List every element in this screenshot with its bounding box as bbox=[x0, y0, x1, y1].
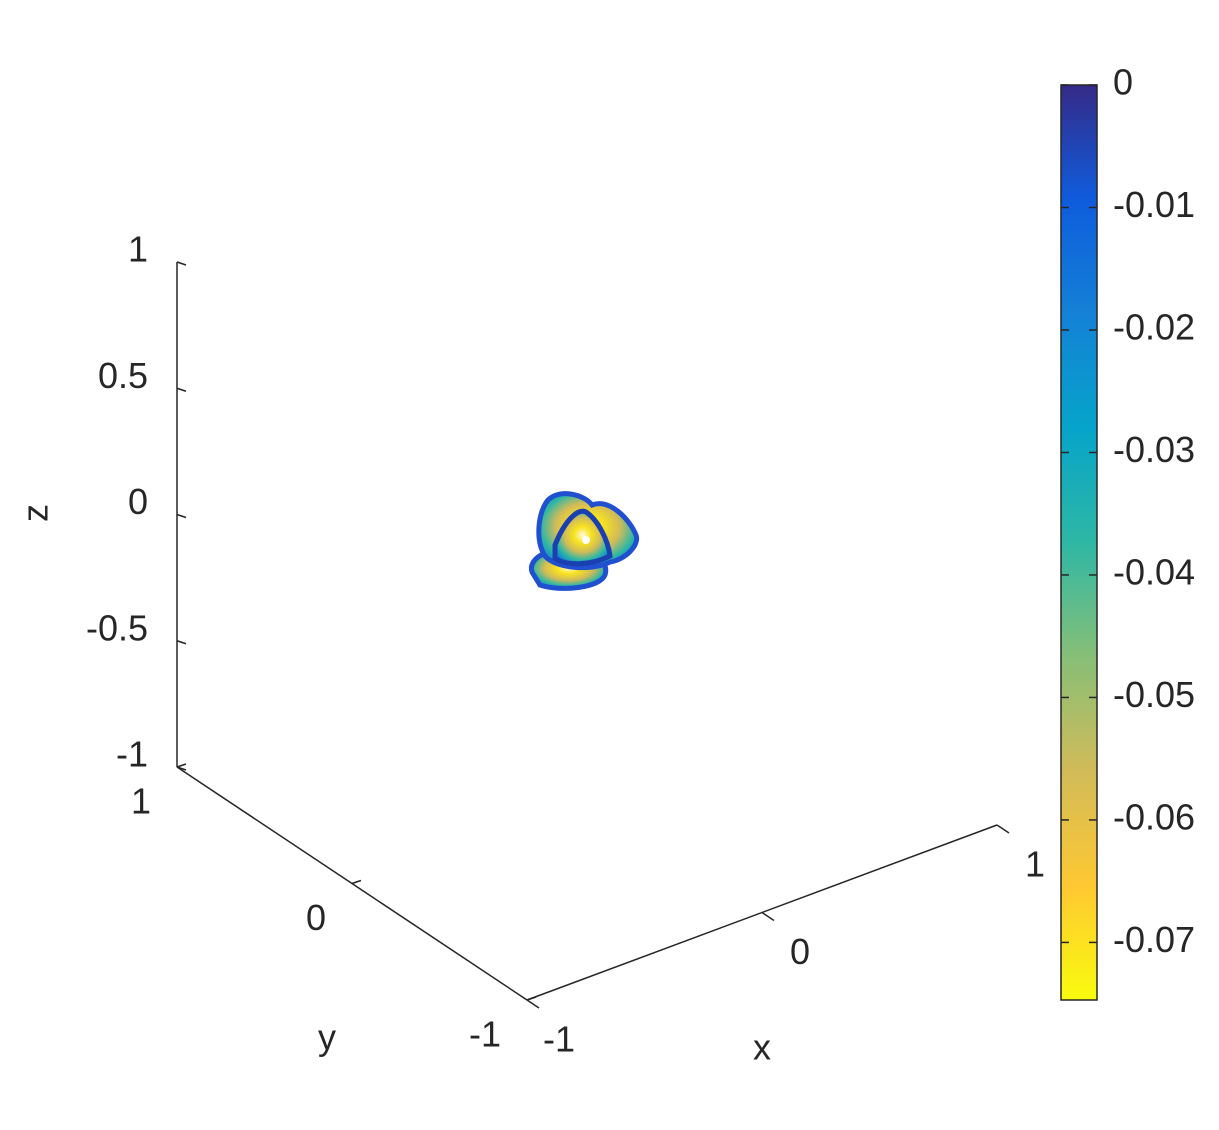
y-tick bbox=[176, 763, 187, 768]
z-tick-label: 1 bbox=[128, 229, 148, 270]
colorbar-tick-label: -0.07 bbox=[1113, 919, 1195, 960]
colorbar-tick-label: -0.01 bbox=[1113, 184, 1195, 225]
y-tick-label: 0 bbox=[306, 897, 326, 938]
z-tick bbox=[176, 261, 187, 266]
colorbar-tick-label: -0.04 bbox=[1113, 551, 1195, 592]
colorbar-tick-label: -0.02 bbox=[1113, 306, 1195, 347]
z-tick-label: -1 bbox=[116, 734, 148, 775]
x-tick-label: 0 bbox=[790, 931, 810, 972]
x-tick-label: -1 bbox=[543, 1019, 575, 1060]
colorbar-tick-label: 0 bbox=[1113, 62, 1133, 103]
y-tick bbox=[351, 879, 362, 885]
z-axis-label: z bbox=[15, 504, 56, 522]
z-tick-label: 0 bbox=[128, 481, 148, 522]
y-tick bbox=[526, 996, 537, 1001]
colorbar bbox=[1060, 84, 1098, 1001]
colorbar-tick-label: -0.05 bbox=[1113, 674, 1195, 715]
z-tick bbox=[176, 513, 187, 519]
y-tick-label: -1 bbox=[469, 1014, 501, 1055]
x-tick bbox=[526, 999, 540, 1009]
z-tick-label: 0.5 bbox=[98, 355, 148, 396]
y-axis-label: y bbox=[318, 1017, 336, 1058]
colorbar-tick-label: -0.03 bbox=[1113, 429, 1195, 470]
x-axis-label: x bbox=[753, 1027, 771, 1068]
z-tick-label: -0.5 bbox=[86, 607, 148, 648]
z-tick bbox=[176, 387, 187, 392]
isosurface-blob bbox=[528, 491, 640, 591]
z-tick bbox=[176, 640, 187, 645]
x-tick bbox=[761, 911, 775, 922]
z-tick bbox=[176, 766, 187, 771]
y-tick-label: 1 bbox=[131, 781, 151, 822]
colorbar-tick-label: -0.06 bbox=[1113, 796, 1195, 837]
x-tick bbox=[996, 824, 1010, 834]
x-tick-label: 1 bbox=[1025, 844, 1045, 885]
